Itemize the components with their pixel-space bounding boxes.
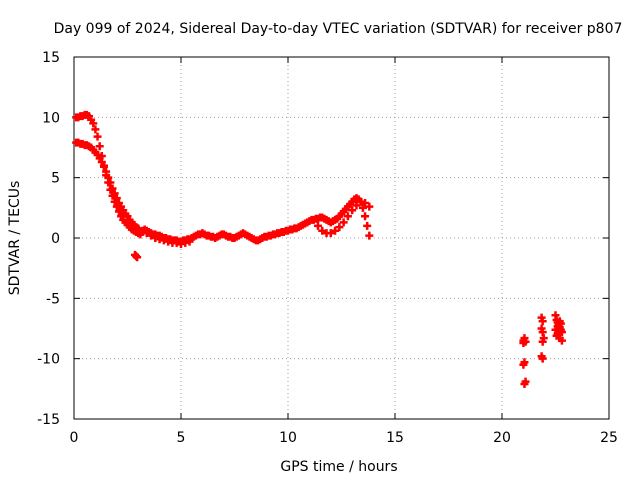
x-axis-label: GPS time / hours (280, 459, 397, 475)
x-tick-label: 10 (279, 430, 297, 446)
x-tick-label: 0 (70, 430, 79, 446)
data-point (521, 337, 530, 346)
data-point (106, 178, 115, 187)
data-point (331, 226, 340, 235)
x-tick-labels: 0 5 10 15 20 25 (70, 430, 618, 446)
data-point (363, 221, 372, 230)
data-point (142, 229, 151, 238)
x-tick-label: 20 (493, 430, 511, 446)
data-point (538, 317, 547, 326)
data-point (112, 194, 121, 203)
data-point (538, 337, 547, 346)
x-tick-label: 5 (177, 430, 186, 446)
data-point (147, 231, 156, 240)
y-tick-label: 15 (42, 50, 60, 66)
data-point (108, 184, 117, 193)
data-point (99, 162, 108, 171)
data-point (365, 231, 374, 240)
data-point (339, 218, 348, 227)
data-point (93, 132, 102, 141)
data-point (519, 360, 528, 369)
data-point (326, 229, 335, 238)
data-point (352, 201, 361, 210)
y-tick-label: 10 (42, 110, 60, 126)
data-points (72, 110, 566, 389)
chart-title: Day 099 of 2024, Sidereal Day-to-day VTE… (54, 21, 623, 37)
y-tick-label: 0 (51, 231, 60, 247)
data-point (343, 212, 352, 221)
data-point (138, 226, 147, 235)
data-point (348, 206, 357, 215)
ticks (73, 56, 610, 420)
y-tick-label: -5 (46, 291, 60, 307)
data-point (551, 325, 560, 334)
data-point (102, 167, 111, 176)
data-point (134, 224, 143, 233)
data-point (361, 212, 370, 221)
y-tick-label: -15 (37, 412, 60, 428)
data-point (89, 119, 98, 128)
data-point (104, 173, 113, 182)
data-point (110, 189, 119, 198)
data-point (365, 202, 374, 211)
x-tick-label: 25 (600, 430, 618, 446)
x-tick-label: 15 (386, 430, 404, 446)
data-point (185, 237, 194, 246)
data-point (538, 354, 547, 363)
data-point (361, 199, 370, 208)
series-lower-branch (72, 138, 194, 249)
data-point (91, 125, 100, 134)
data-point (557, 328, 566, 337)
data-point (318, 226, 327, 235)
series-outlier (130, 250, 142, 262)
y-tick-label: -10 (37, 352, 60, 368)
data-point (95, 142, 104, 151)
data-point (555, 317, 564, 326)
data-point (520, 380, 529, 389)
data-point (335, 223, 344, 232)
y-tick-label: 5 (51, 171, 60, 187)
data-point (133, 253, 142, 262)
data-point (557, 336, 566, 345)
series-late-branch (313, 197, 374, 238)
data-point (97, 157, 106, 166)
y-tick-labels: -15 -10 -5 0 5 10 15 (37, 50, 60, 428)
y-axis-label: SDTVAR / TECUs (7, 181, 23, 296)
data-point (313, 221, 322, 230)
series-late-segments (519, 311, 566, 389)
